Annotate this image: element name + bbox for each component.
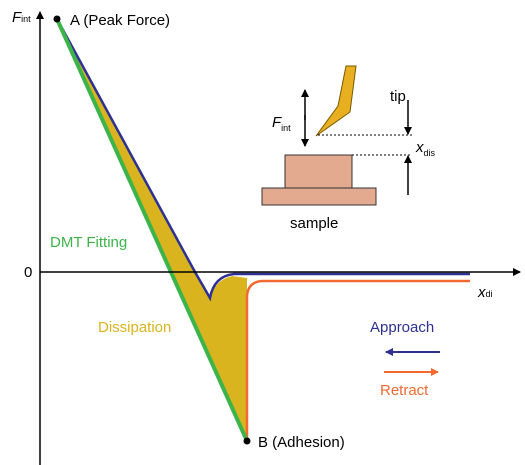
- point-b: [244, 438, 251, 445]
- sample-base: [262, 188, 376, 205]
- x-axis-label: xdi: [477, 284, 493, 301]
- origin-label: 0: [24, 264, 32, 281]
- sample-label: sample: [290, 215, 338, 232]
- force-label: Fint: [272, 114, 291, 133]
- dmt-label: DMT Fitting: [50, 234, 127, 251]
- dissipation-label: Dissipation: [98, 319, 171, 336]
- y-label-sub: int: [21, 14, 31, 24]
- retract-label: Retract: [380, 382, 429, 399]
- adhesion-label: B (Adhesion): [258, 434, 345, 451]
- point-a: [54, 16, 61, 23]
- x-label-sub: di: [486, 289, 493, 299]
- distance-label: xdis: [415, 139, 436, 158]
- diagram: Fint xdi 0 A (Peak Force) B (Adhesion) D…: [0, 0, 525, 465]
- force-sub: int: [281, 123, 291, 133]
- approach-label: Approach: [370, 319, 434, 336]
- dmt-line: [57, 19, 247, 441]
- retract-curve: [247, 281, 470, 441]
- tip-shape: [316, 66, 356, 136]
- sample-top: [285, 155, 352, 188]
- y-axis-label: Fint: [12, 9, 31, 26]
- peak-label: A (Peak Force): [70, 12, 170, 29]
- distance-sub: dis: [424, 148, 436, 158]
- tip-label: tip: [390, 88, 406, 105]
